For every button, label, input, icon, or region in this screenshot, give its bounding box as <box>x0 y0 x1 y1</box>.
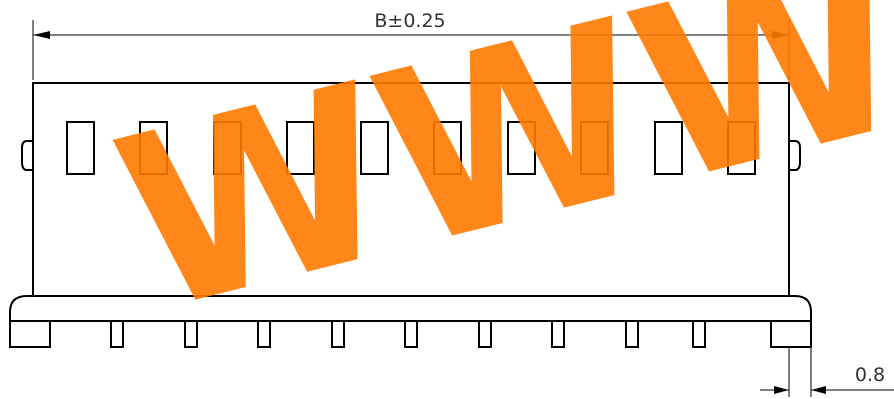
contact-window <box>66 121 95 175</box>
overall-width-label: B±0.25 <box>374 10 445 32</box>
contact-window <box>580 121 609 175</box>
right-latch-tab <box>789 140 801 171</box>
pin <box>551 320 565 348</box>
watermark-logo: WWW.ASK <box>94 0 894 367</box>
left-end-block <box>9 320 51 348</box>
pin <box>331 320 345 348</box>
contact-window <box>213 121 242 175</box>
pin-pitch-label: 0.8 <box>855 364 885 386</box>
pin <box>257 320 271 348</box>
pin <box>692 320 706 348</box>
contact-windows <box>66 121 756 175</box>
left-latch-tab <box>21 140 33 171</box>
overall-width-dimension <box>32 20 790 80</box>
pin-pitch-dimension <box>760 347 894 397</box>
contact-window <box>507 121 536 175</box>
contact-window <box>286 121 315 175</box>
pin <box>110 320 124 348</box>
pins <box>110 320 706 348</box>
contact-window <box>654 121 683 175</box>
contact-window <box>360 121 389 175</box>
contact-window <box>433 121 462 175</box>
contact-window <box>139 121 168 175</box>
pin <box>478 320 492 348</box>
contact-window <box>727 121 756 175</box>
right-end-block <box>770 320 812 348</box>
pin <box>404 320 418 348</box>
pin <box>184 320 198 348</box>
pin <box>625 320 639 348</box>
